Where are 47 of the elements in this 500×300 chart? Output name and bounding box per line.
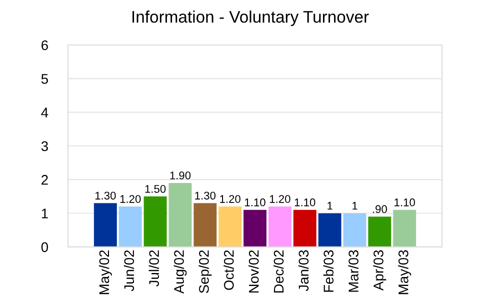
bar [168,182,192,247]
x-tick-label: Nov/02 [248,250,259,293]
bar [144,196,167,247]
data-label: 1.50 [145,184,166,193]
y-tick-label: 0 [41,242,48,252]
bar [244,210,266,247]
bar [118,206,142,247]
data-label: 1.20 [270,195,290,203]
bar [268,206,292,247]
chart-title: Information - Voluntary Turnover [132,10,369,26]
x-tick-label: Dec/02 [273,250,284,293]
data-label: 1.20 [220,195,240,203]
y-tick-label: 1 [42,208,48,218]
data-label: 1 [352,202,358,210]
x-tick-label: Apr/03 [373,250,386,291]
y-tick-label: 4 [41,108,48,118]
y-tick-label: 6 [42,40,48,50]
x-tick-label: May/02 [98,250,112,294]
bar [393,210,416,247]
bar [368,216,392,247]
data-label: .90 [372,205,387,214]
x-tick-label: Sep/02 [198,250,212,294]
x-tick-label: Jan/03 [298,250,309,292]
bar [343,213,366,247]
data-label: 1.90 [170,172,191,180]
x-tick-label: Jul/02 [148,250,159,287]
x-tick-label: May/03 [398,250,412,294]
data-label: 1.30 [195,192,216,200]
x-tick-label: Feb/03 [323,250,334,292]
y-tick-label: 5 [41,74,48,84]
x-tick-label: Mar/03 [348,250,358,292]
bar [94,203,117,247]
data-label: 1.10 [394,198,415,206]
data-label: 1.20 [120,195,141,203]
data-label: 1.10 [245,198,266,206]
y-tick-label: 3 [41,141,48,152]
data-label: 1.30 [95,192,116,200]
bar [318,213,342,247]
x-tick-label: Aug/02 [174,250,187,294]
y-tick-label: 2 [42,174,48,185]
bar [293,210,316,247]
data-label: 1.10 [294,198,316,206]
bar [194,203,217,247]
bar [218,206,242,247]
x-tick-label: Oct/02 [224,250,234,290]
data-label: 1 [328,202,332,210]
x-tick-label: Jun/02 [124,250,134,292]
